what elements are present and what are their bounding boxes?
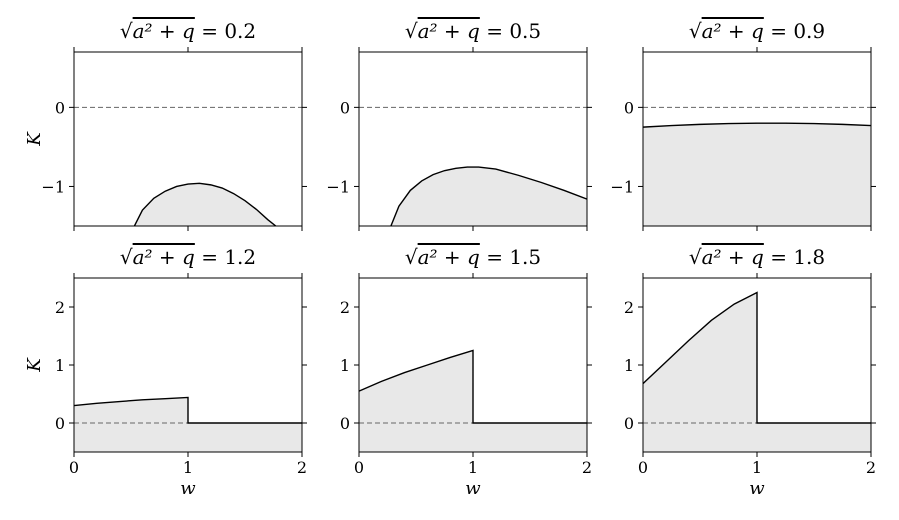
title-value: = 1.5 <box>480 245 541 269</box>
x-tick-label: 0 <box>638 458 648 477</box>
title-expression: a² + q <box>418 245 480 269</box>
subplot-4: 0 1 2 0 1 2 Kw √a² + q = 1.2 <box>24 245 307 499</box>
x-tick-label: 2 <box>297 458 307 477</box>
y-tick-label: 0 <box>340 414 350 433</box>
area-fill <box>134 183 276 226</box>
area-fill <box>74 397 302 452</box>
title-expression: a² + q <box>133 245 195 269</box>
title-value: = 1.2 <box>195 245 256 269</box>
x-tick-label: 1 <box>468 458 478 477</box>
y-tick-label: 0 <box>55 98 65 117</box>
x-tick-label: 2 <box>866 458 876 477</box>
y-tick-label: 1 <box>340 356 350 375</box>
subplot-title: √a² + q = 1.5 <box>405 245 541 269</box>
x-tick-label: 1 <box>752 458 762 477</box>
subplot-title: √a² + q = 1.2 <box>120 245 256 269</box>
y-axis-label: K <box>24 357 45 373</box>
series-line <box>359 349 587 424</box>
x-axis-label: w <box>180 478 196 499</box>
series-line <box>643 122 871 128</box>
y-tick-label: 0 <box>624 414 634 433</box>
x-tick-label: 1 <box>183 458 193 477</box>
y-tick-label: 0 <box>55 414 65 433</box>
title-expression: a² + q <box>418 19 480 43</box>
title-value: = 0.9 <box>764 19 825 43</box>
title-value: = 0.2 <box>195 19 256 43</box>
plot-area <box>74 396 302 452</box>
subplot-title: √a² + q = 0.5 <box>405 19 541 43</box>
subplot-6: 0 1 2 0 1 2 w √a² + q = 1.8 <box>624 245 876 499</box>
y-tick-label: 1 <box>624 356 634 375</box>
series-line <box>133 182 277 226</box>
sqrt-sign: √ <box>405 19 418 43</box>
subplot-1: −1 0K √a² + q = 0.2 <box>24 19 307 231</box>
y-tick-label: 0 <box>340 98 350 117</box>
plot-area <box>359 106 587 226</box>
series-line <box>643 291 871 424</box>
x-tick-label: 2 <box>582 458 592 477</box>
y-tick-label: −1 <box>610 177 634 196</box>
sqrt-sign: √ <box>120 245 133 269</box>
x-tick-label: 0 <box>69 458 79 477</box>
area-fill <box>643 123 871 226</box>
x-axis-label: w <box>749 478 765 499</box>
subplot-title: √a² + q = 0.2 <box>120 19 256 43</box>
title-value: = 0.5 <box>480 19 541 43</box>
subplot-title: √a² + q = 1.8 <box>689 245 825 269</box>
title-expression: a² + q <box>702 245 764 269</box>
title-value: = 1.8 <box>764 245 825 269</box>
y-axis-label: K <box>24 131 45 147</box>
plot-area <box>643 291 871 452</box>
subplot-5: 0 1 2 0 1 2 w √a² + q = 1.5 <box>340 245 592 499</box>
title-expression: a² + q <box>702 19 764 43</box>
y-tick-label: 0 <box>624 98 634 117</box>
plot-area <box>643 106 871 226</box>
subplot-title: √a² + q = 0.9 <box>689 19 825 43</box>
y-tick-label: −1 <box>41 177 65 196</box>
title-expression: a² + q <box>133 19 195 43</box>
sqrt-sign: √ <box>120 19 133 43</box>
series-line <box>390 166 587 226</box>
subplot-2: −1 0 √a² + q = 0.5 <box>326 19 592 231</box>
subplot-3: −1 0 √a² + q = 0.9 <box>610 19 876 231</box>
y-tick-label: 1 <box>55 356 65 375</box>
plot-area <box>359 349 587 452</box>
y-tick-label: 2 <box>624 298 634 317</box>
y-tick-label: −1 <box>326 177 350 196</box>
y-tick-label: 2 <box>55 298 65 317</box>
plot-area <box>74 106 302 226</box>
y-tick-label: 2 <box>340 298 350 317</box>
sqrt-sign: √ <box>689 19 702 43</box>
sqrt-sign: √ <box>689 245 702 269</box>
sqrt-sign: √ <box>405 245 418 269</box>
x-axis-label: w <box>465 478 481 499</box>
x-tick-label: 0 <box>354 458 364 477</box>
area-fill <box>390 167 587 226</box>
series-line <box>74 396 302 424</box>
